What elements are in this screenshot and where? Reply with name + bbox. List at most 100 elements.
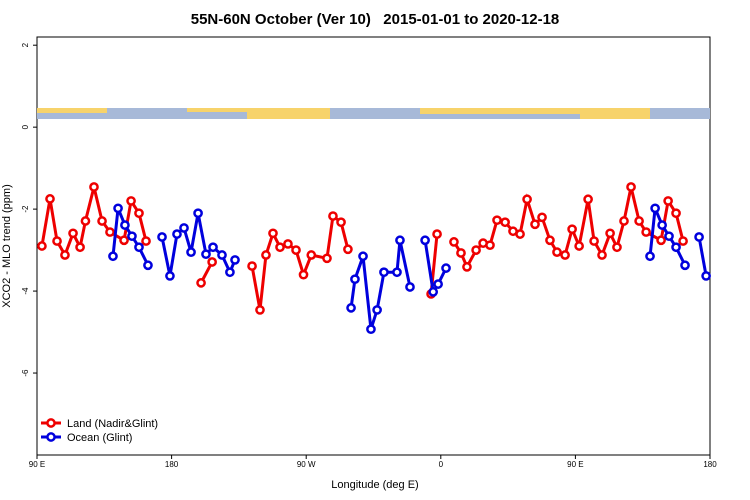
data-point	[492, 215, 502, 226]
data-point	[230, 255, 240, 265]
data-point	[449, 237, 459, 247]
data-point	[567, 224, 577, 235]
data-point	[247, 261, 257, 271]
data-point	[322, 253, 332, 264]
data-point	[471, 245, 481, 255]
x-tick-label: 90 W	[297, 460, 316, 469]
data-point	[366, 324, 376, 335]
data-point	[395, 235, 405, 246]
data-point	[597, 250, 607, 260]
data-point	[298, 269, 309, 280]
data-point	[207, 257, 217, 267]
data-point	[433, 279, 443, 289]
data-point	[515, 229, 525, 239]
data-point	[179, 223, 189, 233]
data-point	[583, 194, 593, 205]
data-point	[113, 203, 123, 214]
data-point	[261, 250, 271, 260]
data-point	[306, 250, 317, 260]
data-point	[664, 231, 674, 242]
data-point	[268, 228, 278, 239]
data-point	[127, 231, 137, 242]
data-point	[500, 217, 510, 228]
data-point	[346, 303, 356, 313]
data-point	[634, 216, 644, 226]
data-point	[208, 242, 218, 253]
land-ocean-strip	[37, 108, 710, 119]
data-point	[120, 220, 130, 230]
data-point	[641, 227, 651, 237]
data-point	[97, 216, 107, 226]
data-point	[545, 235, 555, 246]
data-point	[291, 245, 301, 255]
data-point	[343, 244, 353, 255]
series-line	[697, 236, 708, 277]
data-point	[141, 236, 151, 246]
data-point	[119, 235, 129, 246]
data-point	[193, 208, 203, 219]
x-tick-label: 90 E	[29, 460, 45, 469]
data-point	[225, 267, 235, 278]
data-point	[217, 250, 227, 260]
data-point	[574, 241, 584, 251]
data-point	[678, 236, 688, 246]
y-axis-label: XCO2 - MLO trend (ppm)	[1, 184, 13, 307]
chart-title: 55N-60N October (Ver 10) 2015-01-01 to 2…	[191, 11, 560, 28]
data-point	[462, 262, 472, 272]
data-point	[105, 227, 115, 237]
data-point	[108, 251, 118, 262]
series-line	[160, 212, 237, 277]
data-point	[52, 236, 62, 246]
data-point	[560, 250, 570, 260]
series-line	[250, 213, 350, 311]
data-point	[392, 267, 402, 278]
data-point	[428, 287, 439, 297]
y-tick-label: -2	[21, 205, 30, 213]
data-point	[485, 240, 495, 251]
data-point	[657, 220, 667, 230]
data-point	[37, 241, 47, 251]
data-point	[650, 203, 660, 214]
data-point	[172, 229, 182, 239]
data-point	[530, 219, 540, 230]
y-tick-label: -6	[21, 369, 30, 377]
data-point	[537, 212, 547, 223]
x-tick-label: 0	[439, 460, 444, 469]
x-tick-label: 90 E	[567, 460, 583, 469]
data-point	[441, 263, 451, 273]
data-point	[656, 235, 666, 246]
data-point	[143, 260, 153, 271]
data-point	[275, 242, 285, 253]
data-point	[358, 251, 368, 262]
data-point	[701, 271, 711, 281]
data-point	[379, 267, 389, 278]
data-point	[134, 208, 144, 219]
data-point	[680, 260, 690, 271]
data-point	[134, 242, 144, 253]
data-point	[126, 196, 136, 206]
data-point	[75, 242, 85, 253]
data-point	[89, 182, 99, 192]
data-point	[671, 208, 681, 219]
plot-frame	[36, 36, 711, 456]
legend-label: Ocean (Glint)	[67, 432, 132, 444]
data-point	[201, 249, 211, 260]
y-tick-label: -4	[21, 287, 30, 295]
data-point	[405, 282, 415, 292]
data-point	[619, 216, 629, 226]
data-point	[522, 194, 532, 205]
data-point	[456, 248, 466, 258]
data-point	[336, 217, 346, 228]
data-point	[552, 247, 562, 257]
data-point	[589, 236, 599, 246]
legend-label: Land (Nadir&Glint)	[67, 418, 158, 430]
data-point	[432, 229, 442, 239]
x-tick-label: 180	[165, 460, 179, 469]
data-point	[350, 274, 360, 285]
data-point	[80, 216, 91, 226]
legend-marker	[46, 432, 56, 442]
data-point	[328, 211, 338, 221]
data-point	[196, 278, 206, 288]
data-point	[671, 242, 681, 253]
